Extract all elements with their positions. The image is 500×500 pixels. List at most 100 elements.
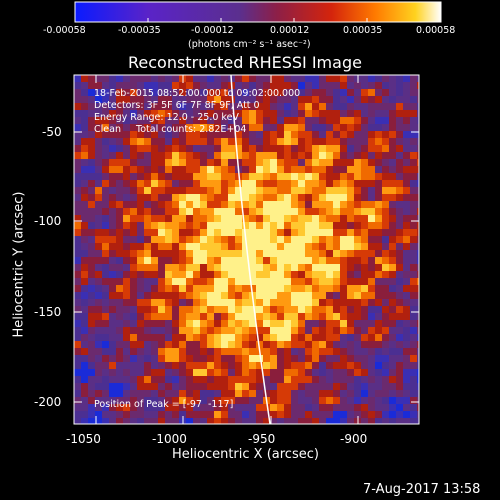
- heatmap-cell: [172, 159, 180, 167]
- heatmap-cell: [396, 75, 404, 83]
- heatmap-cell: [368, 201, 376, 209]
- heatmap-cell: [368, 355, 376, 363]
- heatmap-cell: [249, 145, 257, 153]
- heatmap-cell: [410, 292, 418, 300]
- heatmap-cell: [312, 201, 320, 209]
- heatmap-cell: [410, 152, 418, 160]
- colorbar-tick-label: -0.00058: [43, 25, 86, 36]
- y-tick-label: -100: [34, 214, 62, 228]
- heatmap-cell: [249, 166, 257, 174]
- heatmap-cell: [242, 173, 250, 181]
- heatmap-cell: [298, 250, 306, 258]
- heatmap-cell: [186, 292, 194, 300]
- heatmap-cell: [123, 362, 131, 370]
- heatmap-cell: [389, 320, 397, 328]
- heatmap-cell: [200, 145, 208, 153]
- heatmap-cell: [277, 96, 285, 104]
- heatmap-cell: [403, 299, 411, 307]
- heatmap-cell: [354, 313, 362, 321]
- heatmap-cell: [389, 257, 397, 265]
- heatmap-cell: [375, 82, 383, 90]
- heatmap-cell: [207, 89, 215, 97]
- heatmap-cell: [270, 82, 278, 90]
- heatmap-cell: [151, 264, 159, 272]
- heatmap-cell: [382, 152, 390, 160]
- heatmap-cell: [102, 348, 110, 356]
- heatmap-cell: [74, 362, 82, 370]
- heatmap-cell: [333, 173, 341, 181]
- heatmap-cell: [256, 341, 264, 349]
- heatmap-cell: [375, 201, 383, 209]
- heatmap-cell: [235, 341, 243, 349]
- heatmap-cell: [319, 229, 327, 237]
- heatmap-cell: [375, 418, 383, 424]
- heatmap-cell: [417, 334, 419, 342]
- heatmap-cell: [109, 383, 117, 391]
- heatmap-cell: [235, 96, 243, 104]
- heatmap-cell: [312, 376, 320, 384]
- heatmap-cell: [340, 194, 348, 202]
- heatmap-cell: [200, 271, 208, 279]
- heatmap-cell: [270, 355, 278, 363]
- heatmap-cell: [403, 103, 411, 111]
- heatmap-cell: [235, 159, 243, 167]
- heatmap-cell: [249, 208, 257, 216]
- heatmap-cell: [263, 299, 271, 307]
- heatmap-cell: [396, 208, 404, 216]
- heatmap-cell: [396, 383, 404, 391]
- heatmap-cell: [326, 180, 334, 188]
- heatmap-cell: [403, 264, 411, 272]
- heatmap-cell: [263, 341, 271, 349]
- heatmap-cell: [81, 383, 89, 391]
- heatmap-cell: [165, 376, 173, 384]
- heatmap-cell: [193, 173, 201, 181]
- heatmap-cell: [326, 320, 334, 328]
- heatmap-cell: [340, 264, 348, 272]
- heatmap-cell: [123, 222, 131, 230]
- heatmap-cell: [228, 236, 236, 244]
- heatmap-cell: [375, 236, 383, 244]
- heatmap-cell: [116, 264, 124, 272]
- heatmap-cell: [95, 229, 103, 237]
- heatmap-cell: [172, 355, 180, 363]
- heatmap-cell: [361, 173, 369, 181]
- heatmap-cell: [193, 383, 201, 391]
- heatmap-cell: [277, 82, 285, 90]
- heatmap-cell: [396, 271, 404, 279]
- heatmap-cell: [130, 362, 138, 370]
- heatmap-cell: [74, 201, 82, 209]
- heatmap-cell: [256, 306, 264, 314]
- heatmap-cell: [361, 278, 369, 286]
- heatmap-cell: [263, 334, 271, 342]
- heatmap-cell: [123, 278, 131, 286]
- heatmap-cell: [179, 229, 187, 237]
- heatmap-cell: [158, 299, 166, 307]
- heatmap-cell: [417, 138, 419, 146]
- heatmap-cell: [214, 320, 222, 328]
- heatmap-cell: [144, 327, 152, 335]
- heatmap-cell: [130, 236, 138, 244]
- heatmap-cell: [368, 418, 376, 424]
- heatmap-cell: [354, 369, 362, 377]
- heatmap-cell: [375, 229, 383, 237]
- heatmap-cell: [291, 306, 299, 314]
- heatmap-cell: [200, 404, 208, 412]
- heatmap-cell: [214, 292, 222, 300]
- heatmap-cell: [284, 180, 292, 188]
- heatmap-cell: [116, 397, 124, 405]
- heatmap-cell: [340, 166, 348, 174]
- heatmap-cell: [270, 166, 278, 174]
- heatmap-cell: [151, 236, 159, 244]
- heatmap-cell: [410, 320, 418, 328]
- heatmap-cell: [130, 250, 138, 258]
- heatmap-cell: [326, 159, 334, 167]
- heatmap-cell: [361, 306, 369, 314]
- heatmap-cell: [207, 152, 215, 160]
- heatmap-cell: [207, 166, 215, 174]
- heatmap-cell: [270, 285, 278, 293]
- heatmap-cell: [410, 341, 418, 349]
- heatmap-cell: [102, 418, 110, 424]
- heatmap-cell: [298, 376, 306, 384]
- heatmap-cell: [165, 257, 173, 265]
- heatmap-cell: [256, 292, 264, 300]
